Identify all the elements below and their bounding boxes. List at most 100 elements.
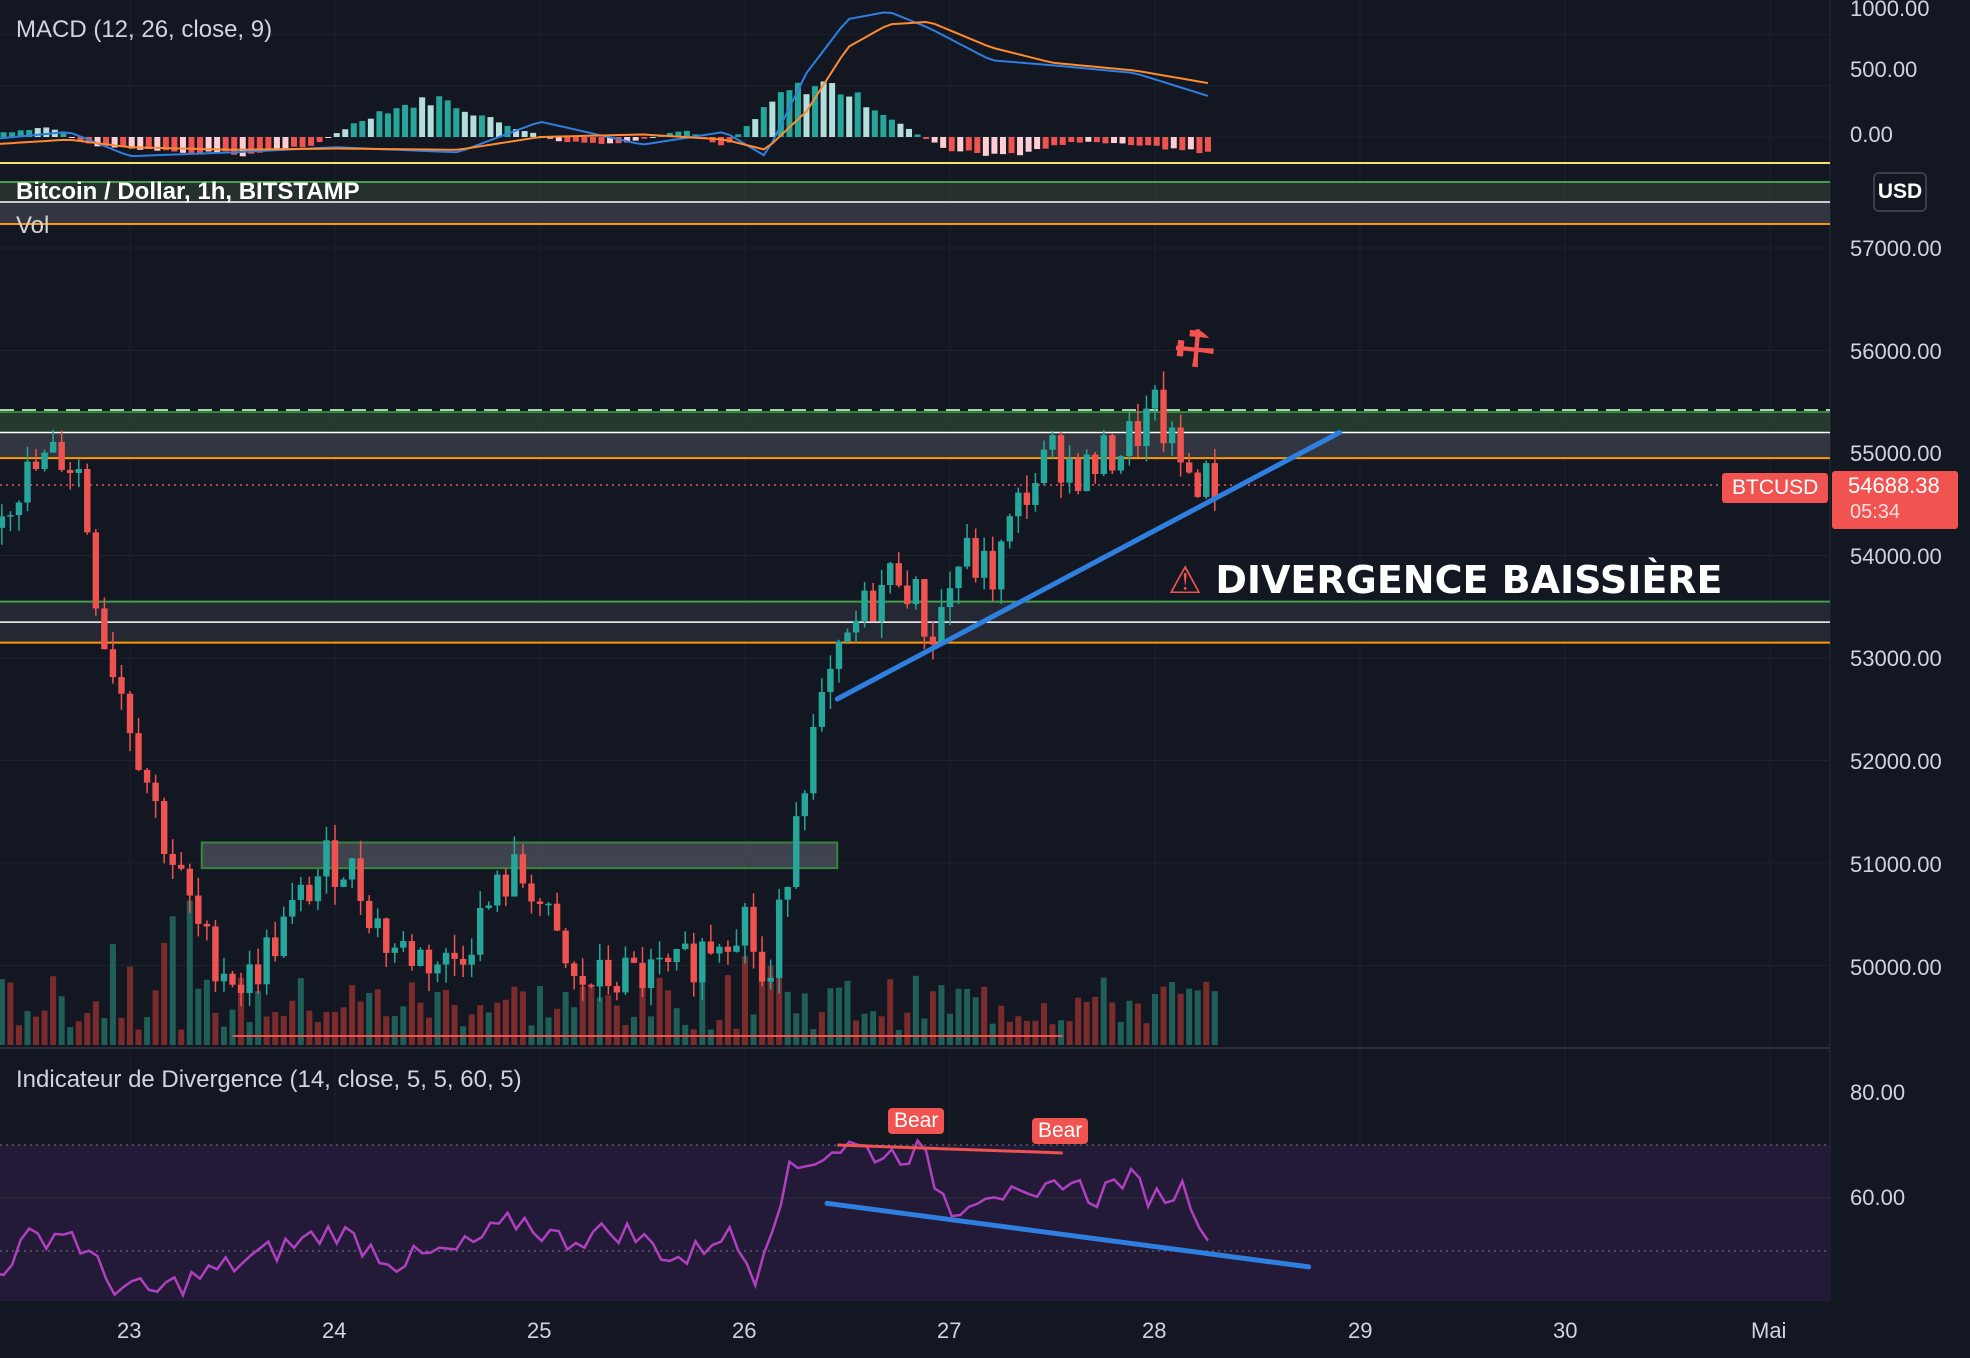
volume-bar [485,1012,492,1045]
macd-histogram-bar [1085,137,1092,142]
volume-bar [24,1011,31,1045]
volume-bar [212,1012,219,1045]
macd-histogram-bar [68,137,75,138]
macd-histogram-bar [649,137,656,138]
macd-histogram-bar [897,123,904,137]
symbol-title[interactable]: Bitcoin / Dollar, 1h, BITSTAMP [16,178,360,205]
candle-body [545,903,552,906]
macd-histogram-bar [256,137,263,153]
macd-histogram-bar [1017,137,1024,156]
price-pane [0,181,1830,1045]
volume-bar [639,976,646,1045]
price-tick-label: 50000.00 [1850,955,1942,980]
candle-body [963,537,971,567]
macd-histogram-bar [43,127,50,137]
macd-histogram-bar [205,137,212,152]
macd-histogram-bar [999,137,1006,155]
volume-bar [33,1016,40,1045]
volume-bar [425,1017,432,1045]
macd-title[interactable]: MACD (12, 26, close, 9) [16,16,273,43]
candle-body [425,949,433,974]
candle-body [630,957,638,963]
candle-body [400,941,407,948]
macd-histogram-bar [718,137,725,146]
macd-histogram-bar [624,137,631,143]
volume-bar [835,987,842,1045]
candle-body [793,816,800,888]
volume-title[interactable]: Vol [16,212,50,239]
volume-bar [562,992,569,1045]
candle-body [58,441,65,470]
macd-histogram-bar [9,132,16,137]
divergence-title[interactable]: Indicateur de Divergence (14, close, 5, … [16,1066,522,1093]
candle-body [904,585,911,605]
candle-body [143,769,151,783]
macd-histogram-bar [496,122,502,137]
candle-body [1185,462,1193,473]
macd-histogram-bar [1059,137,1066,145]
macd-tick-label: 0.00 [1850,122,1893,147]
macd-histogram-bar [1119,137,1126,144]
candle-body [1083,454,1090,492]
candle-body [972,537,979,578]
macd-histogram-bar [1042,137,1049,149]
volume-bar [127,966,133,1045]
macd-histogram-bar [444,100,451,137]
volume-bar [870,1011,877,1045]
macd-histogram-bar [931,137,938,143]
macd-histogram-bar [760,107,767,137]
volume-bar [323,1011,330,1045]
candle-body [254,964,262,985]
volume-bar [391,1015,398,1045]
candle-body [750,906,757,952]
volume-bar [818,1012,825,1045]
macd-histogram-bar [948,137,955,152]
volume-bar [716,1019,723,1045]
macd-histogram-bar [769,101,776,137]
volume-bar [92,1001,99,1045]
volume-bar [511,986,518,1045]
volume-bar [1126,1000,1133,1045]
macd-histogram-bar [60,133,67,137]
volume-bar [724,975,731,1045]
candle-body [468,954,475,965]
candle-body [289,899,296,917]
currency-button[interactable]: USD [1873,172,1927,212]
price-tick-label: 51000.00 [1850,852,1942,877]
volume-bar [41,1010,48,1045]
x-tick-label: 25 [527,1318,552,1343]
volume-bar [545,1017,552,1045]
macd-histogram-bar [273,137,280,150]
candle-body [835,641,843,669]
volume-bar [887,979,894,1045]
volume-bar [349,985,356,1045]
volume-bar [494,1002,501,1045]
volume-bar [1211,991,1218,1045]
macd-histogram-bar [128,137,135,149]
volume-bar [67,1027,74,1045]
macd-histogram-bar [863,107,870,137]
volume-bar [15,1025,22,1045]
volume-bar [1032,1020,1039,1045]
candle-body [938,607,945,645]
macd-histogram-bar [470,115,477,137]
macd-histogram-bar [854,92,861,137]
volume-bar [1203,981,1210,1045]
candle-body [442,952,450,965]
candle-body [280,916,287,957]
candle-body [212,926,219,982]
macd-histogram-bar [923,137,930,140]
macd-histogram-bar [547,137,554,139]
volume-bar [596,997,603,1045]
candle-body [357,858,364,901]
macd-histogram-bar [607,137,614,144]
macd-histogram-bar [162,137,169,151]
macd-histogram-bar [513,129,520,137]
candle-body [15,502,23,516]
macd-histogram-bar [743,126,750,137]
macd-histogram-bar [794,82,801,137]
candle-body [459,958,467,965]
macd-histogram-bar [154,137,161,151]
candle-body [511,854,518,897]
